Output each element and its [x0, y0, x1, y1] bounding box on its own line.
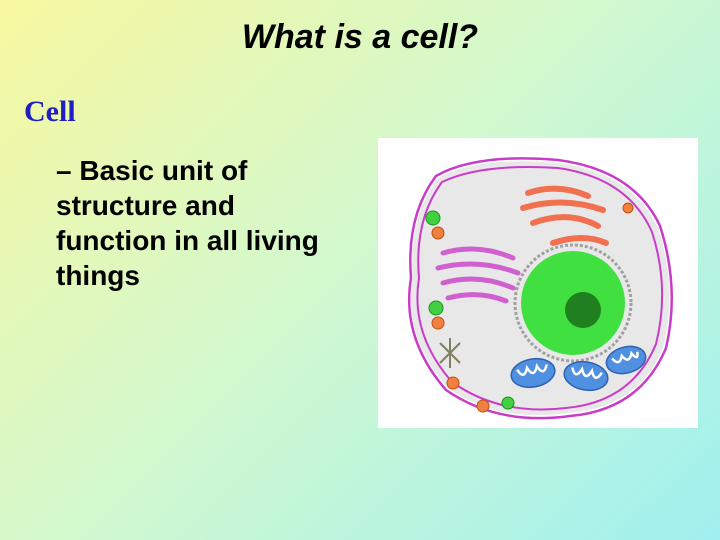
- cell-svg: [378, 138, 698, 428]
- cell-diagram: [378, 138, 698, 428]
- nucleolus: [565, 292, 601, 328]
- definition-text: – Basic unit of structure and function i…: [0, 153, 340, 293]
- subtitle-cell: Cell: [0, 95, 720, 129]
- page-title: What is a cell?: [0, 0, 720, 57]
